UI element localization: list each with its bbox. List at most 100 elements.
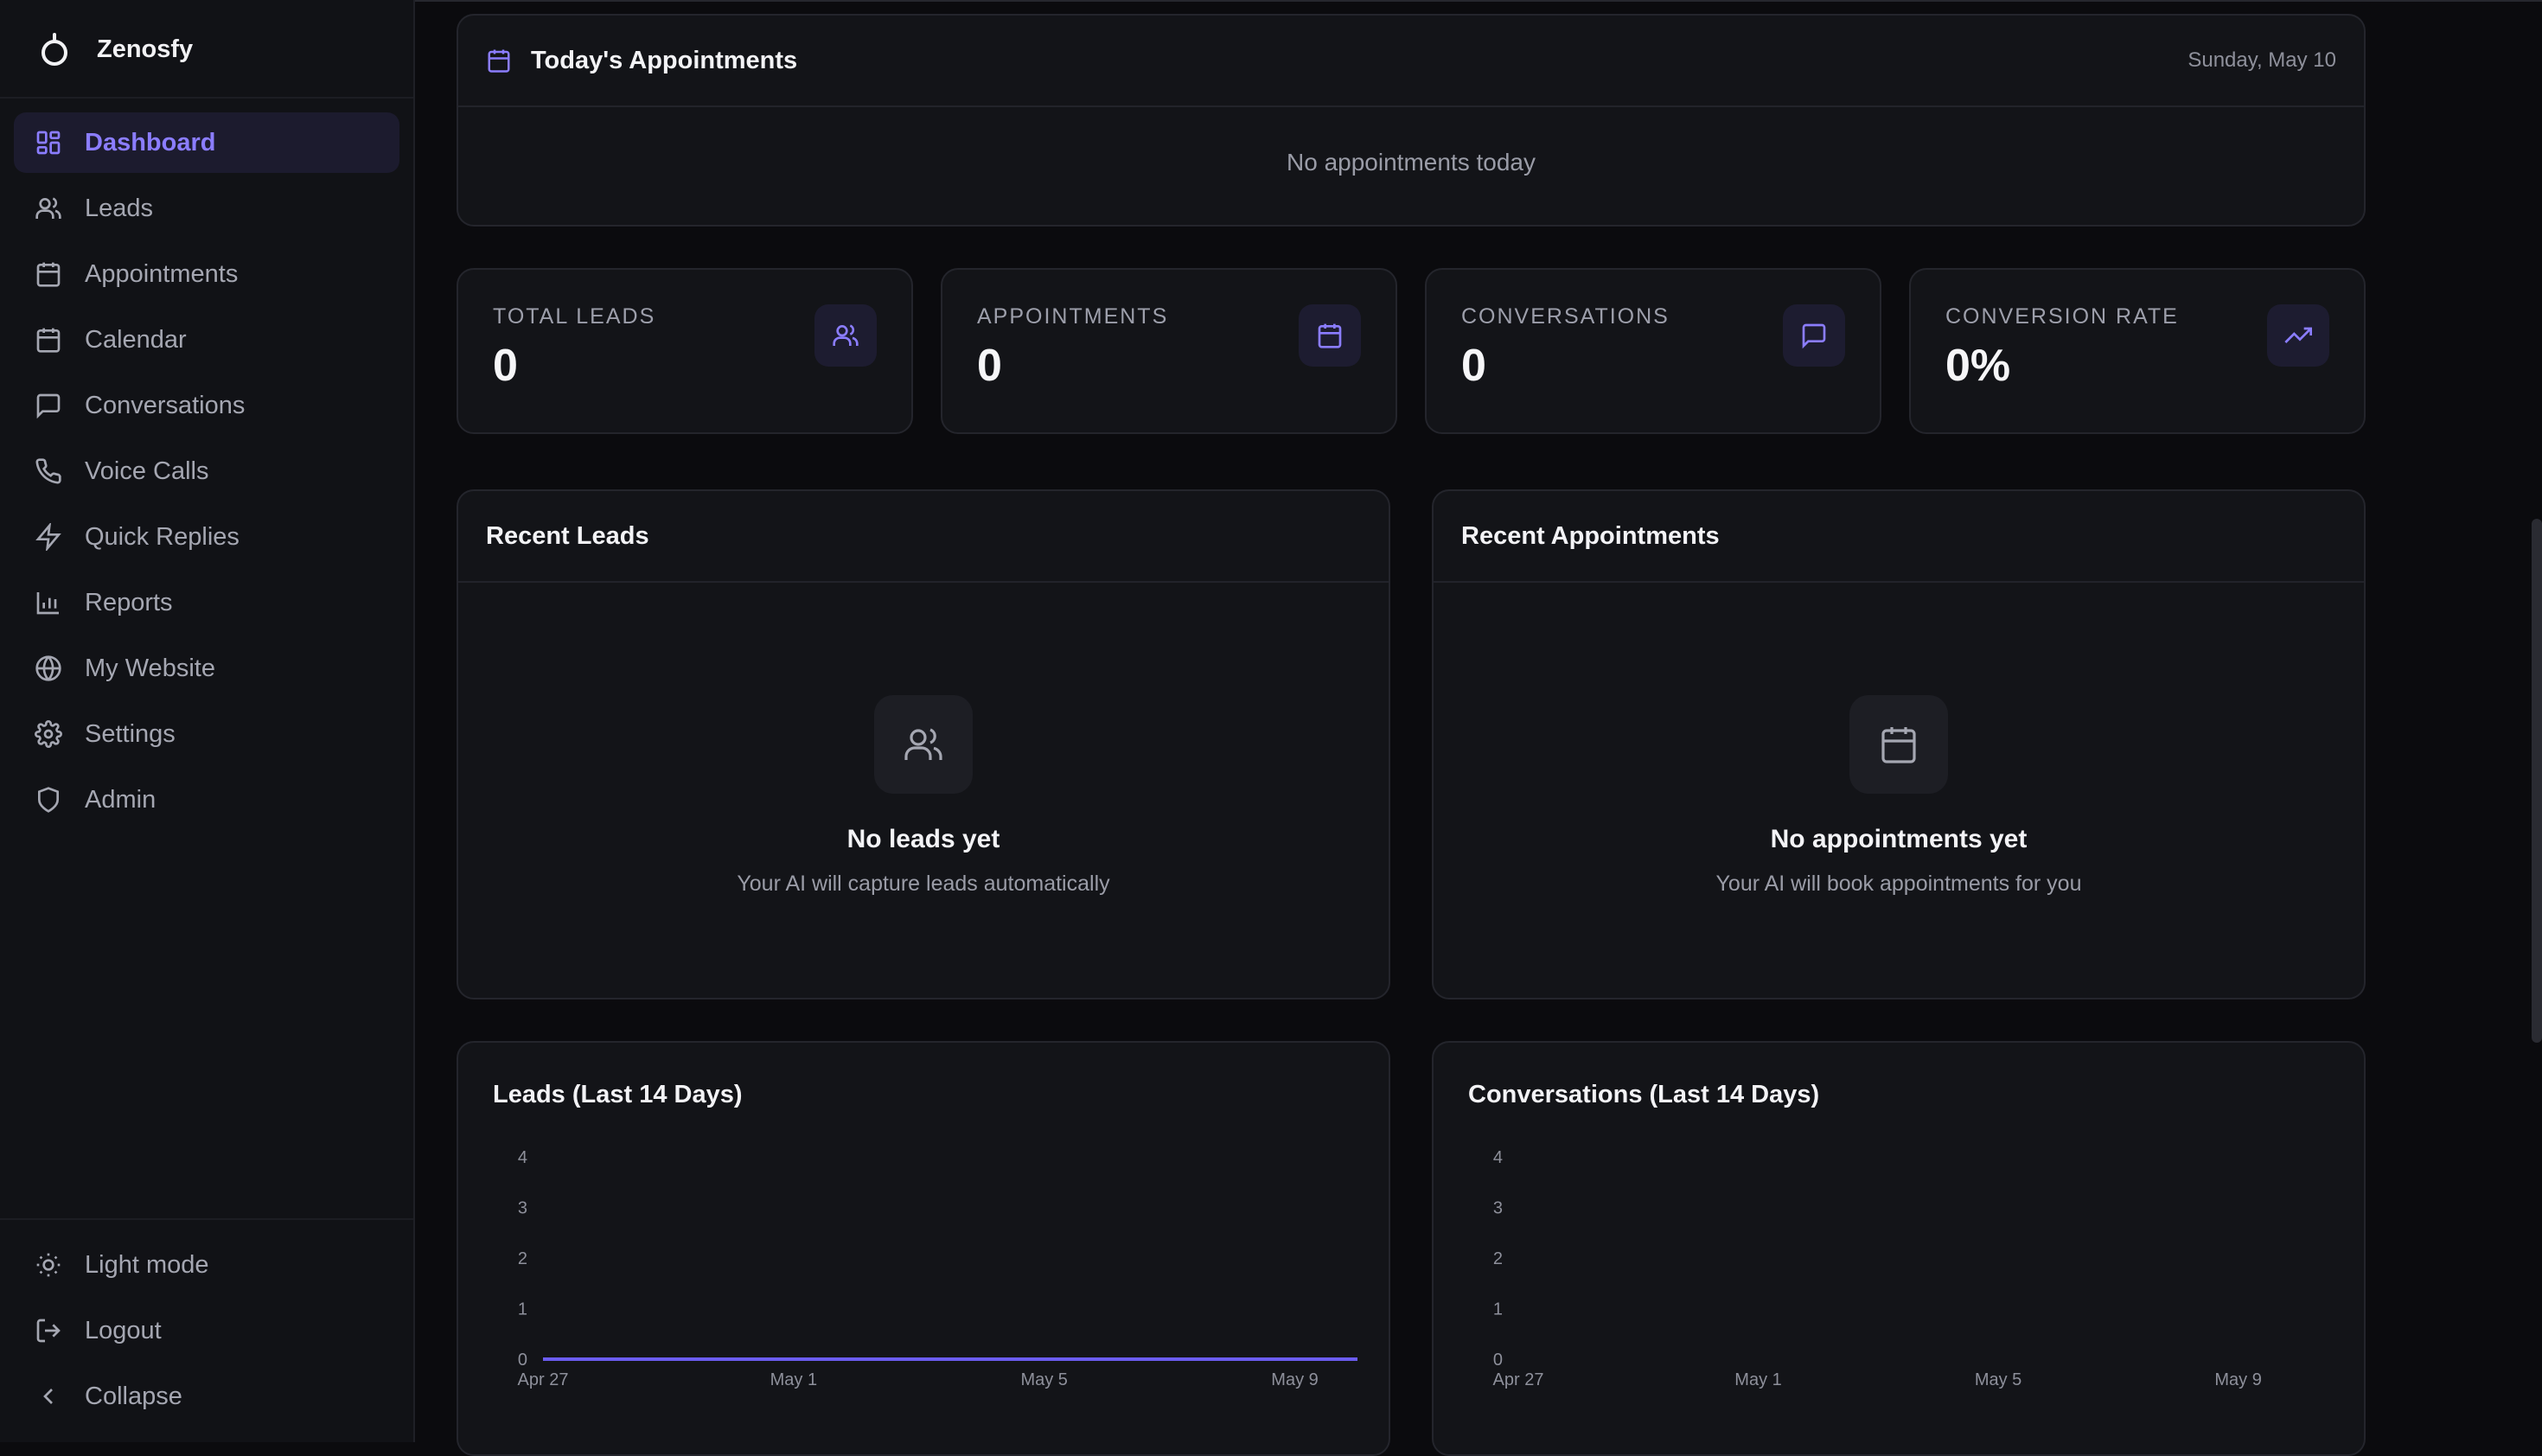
sidebar-item-calendar[interactable]: Calendar xyxy=(14,310,399,370)
stat-card-conversion-rate: CONVERSION RATE 0% xyxy=(1909,268,2366,434)
x-tick-label: May 1 xyxy=(1734,1370,1781,1389)
chevron-left-icon xyxy=(43,1389,53,1404)
stat-icon-box xyxy=(814,304,877,367)
sidebar-item-reports[interactable]: Reports xyxy=(14,572,399,633)
stat-label: TOTAL LEADS xyxy=(493,304,656,329)
globe-icon xyxy=(35,655,61,681)
recent-leads-card: Recent Leads No leads yet Your AI will c… xyxy=(457,489,1390,999)
shield-icon xyxy=(38,787,59,813)
sidebar-item-label: Conversations xyxy=(85,391,246,419)
card-header: Today's Appointments Sunday, May 10 xyxy=(458,16,2364,107)
sidebar-item-label: Reports xyxy=(85,588,173,616)
sidebar-item-admin[interactable]: Admin xyxy=(14,770,399,830)
stat-value: 0 xyxy=(1461,341,1486,391)
sidebar-item-label: Settings xyxy=(85,719,176,748)
card-title: Today's Appointments xyxy=(531,46,798,74)
stat-label: APPOINTMENTS xyxy=(977,304,1169,329)
x-tick-label: May 5 xyxy=(1975,1370,2021,1389)
users-icon xyxy=(35,197,61,219)
y-tick-label: 3 xyxy=(1493,1199,1503,1218)
main-content: Today's Appointments Sunday, May 10 No a… xyxy=(415,0,2542,1456)
sidebar-footer: Light mode Logout Collapse xyxy=(14,1235,399,1432)
message-icon xyxy=(1802,323,1826,349)
logout-icon xyxy=(36,1319,61,1343)
y-tick-label: 2 xyxy=(518,1249,527,1268)
empty-title: No appointments yet xyxy=(1770,825,2028,853)
sidebar-item-quick-replies[interactable]: Quick Replies xyxy=(14,507,399,567)
x-tick-label: Apr 27 xyxy=(1493,1370,1544,1389)
empty-state: No leads yet Your AI will capture leads … xyxy=(458,695,1389,897)
sidebar-nav: Dashboard Leads Appointments Calendar Co… xyxy=(14,112,399,835)
lightning-icon xyxy=(35,523,61,551)
light-mode-toggle[interactable]: Light mode xyxy=(14,1235,399,1295)
trending-up-icon xyxy=(2284,327,2312,343)
y-tick-label: 4 xyxy=(518,1148,527,1167)
sidebar-item-label: Calendar xyxy=(85,325,187,354)
sidebar: Zenosfy Dashboard Leads Appointments Cal… xyxy=(0,0,415,1442)
logo-icon xyxy=(42,33,67,66)
stat-label: CONVERSION RATE xyxy=(1945,304,2179,329)
y-tick-label: 0 xyxy=(518,1351,527,1370)
empty-icon-box xyxy=(874,695,973,794)
x-tick-label: May 9 xyxy=(1271,1370,1318,1389)
card-title: Recent Leads xyxy=(486,521,649,550)
stat-icon-box xyxy=(1299,304,1361,367)
calendar-grid-icon xyxy=(36,328,61,353)
logout-label: Logout xyxy=(85,1316,162,1344)
sidebar-item-label: Admin xyxy=(85,785,156,814)
stat-icon-box xyxy=(1783,304,1845,367)
brand[interactable]: Zenosfy xyxy=(38,26,193,73)
sidebar-item-label: Dashboard xyxy=(85,128,216,156)
collapse-label: Collapse xyxy=(85,1382,182,1410)
leads-chart: 0 1 2 3 4 Apr 27 May 1 May 5 May 9 xyxy=(518,1148,1357,1389)
divider xyxy=(415,0,2542,2)
stat-card-conversations: CONVERSATIONS 0 xyxy=(1425,268,1881,434)
dashboard-icon xyxy=(36,131,61,155)
sidebar-item-my-website[interactable]: My Website xyxy=(14,638,399,699)
calendar-icon xyxy=(36,262,61,287)
empty-title: No leads yet xyxy=(846,825,1000,853)
light-mode-label: Light mode xyxy=(85,1250,209,1279)
recent-appointments-card: Recent Appointments No appointments yet … xyxy=(1432,489,2366,999)
todays-appointments-card: Today's Appointments Sunday, May 10 No a… xyxy=(457,14,2366,227)
y-tick-label: 2 xyxy=(1493,1249,1503,1268)
stat-card-total-leads: TOTAL LEADS 0 xyxy=(457,268,913,434)
y-tick-label: 0 xyxy=(1493,1351,1503,1370)
stat-label: CONVERSATIONS xyxy=(1461,304,1670,329)
stat-value: 0 xyxy=(977,341,1002,391)
y-tick-label: 1 xyxy=(1493,1300,1503,1319)
empty-state-text: No appointments today xyxy=(1287,149,1536,176)
sidebar-item-settings[interactable]: Settings xyxy=(14,704,399,764)
conversations-chart-card: Conversations (Last 14 Days) 0 1 2 3 4 Apr 27… xyxy=(1432,1041,2366,1456)
chart-title: Leads (Last 14 Days) xyxy=(493,1081,743,1108)
card-title: Recent Appointments xyxy=(1461,521,1720,550)
x-tick-label: May 1 xyxy=(770,1370,817,1389)
stat-value: 0 xyxy=(493,341,518,391)
sidebar-item-dashboard[interactable]: Dashboard xyxy=(14,112,399,173)
sidebar-item-voice-calls[interactable]: Voice Calls xyxy=(14,441,399,501)
sidebar-item-appointments[interactable]: Appointments xyxy=(14,244,399,304)
x-tick-label: May 5 xyxy=(1020,1370,1067,1389)
leads-chart-card: Leads (Last 14 Days) 0 1 2 3 4 Apr 27 May 1 May… xyxy=(457,1041,1390,1456)
gear-icon xyxy=(35,720,62,748)
stat-card-appointments: APPOINTMENTS 0 xyxy=(941,268,1397,434)
empty-state: No appointments yet Your AI will book ap… xyxy=(1434,695,2364,897)
card-header: Recent Leads xyxy=(458,491,1389,583)
empty-icon-box xyxy=(1849,695,1948,794)
logout-button[interactable]: Logout xyxy=(14,1300,399,1361)
y-tick-label: 3 xyxy=(518,1199,527,1218)
collapse-button[interactable]: Collapse xyxy=(14,1366,399,1427)
sidebar-item-label: Voice Calls xyxy=(85,457,209,485)
y-tick-label: 4 xyxy=(1493,1148,1503,1167)
calendar-icon xyxy=(488,49,510,73)
x-tick-label: Apr 27 xyxy=(518,1370,569,1389)
conversations-chart: 0 1 2 3 4 Apr 27 May 1 May 5 May 9 xyxy=(1493,1148,2262,1389)
sidebar-item-conversations[interactable]: Conversations xyxy=(14,375,399,436)
sidebar-item-leads[interactable]: Leads xyxy=(14,178,399,239)
scrollbar[interactable] xyxy=(2532,519,2542,1043)
empty-subtitle: Your AI will capture leads automatically xyxy=(737,872,1110,896)
card-header: Recent Appointments xyxy=(1434,491,2364,583)
calendar-icon xyxy=(1881,727,1916,763)
stat-icon-box xyxy=(2267,304,2329,367)
sidebar-item-label: Quick Replies xyxy=(85,522,240,551)
